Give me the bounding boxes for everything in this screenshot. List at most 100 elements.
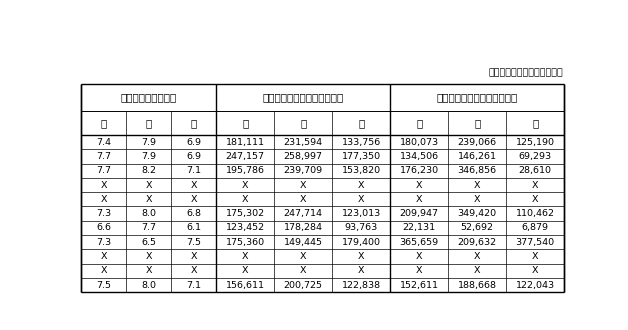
Text: 7.4: 7.4 [96, 138, 111, 147]
Text: 計: 計 [242, 118, 249, 128]
Text: 7.7: 7.7 [96, 152, 111, 161]
Text: 188,668: 188,668 [458, 281, 497, 290]
Text: X: X [100, 266, 107, 276]
Text: 176,230: 176,230 [399, 166, 439, 175]
Text: X: X [190, 252, 197, 261]
Text: 346,856: 346,856 [458, 166, 497, 175]
Text: X: X [100, 181, 107, 189]
Text: 181,111: 181,111 [225, 138, 265, 147]
Text: 239,066: 239,066 [458, 138, 497, 147]
Text: 女: 女 [358, 118, 364, 128]
Text: 149,445: 149,445 [284, 238, 323, 247]
Text: 156,611: 156,611 [225, 281, 265, 290]
Text: X: X [145, 195, 152, 204]
Text: 7.7: 7.7 [96, 166, 111, 175]
Text: 247,157: 247,157 [225, 152, 265, 161]
Text: 133,756: 133,756 [342, 138, 381, 147]
Text: X: X [474, 181, 480, 189]
Text: 女: 女 [532, 118, 538, 128]
Text: 152,611: 152,611 [400, 281, 439, 290]
Text: 258,997: 258,997 [284, 152, 323, 161]
Text: 377,540: 377,540 [516, 238, 555, 247]
Text: 7.3: 7.3 [96, 238, 111, 247]
Text: X: X [300, 252, 306, 261]
Text: 7.9: 7.9 [141, 138, 156, 147]
Text: 195,786: 195,786 [225, 166, 265, 175]
Text: 8.0: 8.0 [141, 281, 156, 290]
Text: X: X [100, 195, 107, 204]
Text: 52,692: 52,692 [461, 223, 494, 232]
Text: 247,714: 247,714 [284, 209, 323, 218]
Text: X: X [474, 266, 480, 276]
Text: X: X [300, 195, 306, 204]
Text: 7.5: 7.5 [96, 281, 111, 290]
Text: 6.9: 6.9 [186, 138, 201, 147]
Text: 125,190: 125,190 [516, 138, 555, 147]
Text: 計: 計 [100, 118, 107, 128]
Text: X: X [358, 195, 364, 204]
Text: X: X [242, 181, 249, 189]
Text: X: X [100, 252, 107, 261]
Text: 239,709: 239,709 [284, 166, 323, 175]
Text: X: X [145, 181, 152, 189]
Text: 200,725: 200,725 [284, 281, 323, 290]
Text: 178,284: 178,284 [284, 223, 323, 232]
Text: 122,838: 122,838 [342, 281, 381, 290]
Text: X: X [416, 195, 423, 204]
Text: 6.8: 6.8 [186, 209, 201, 218]
Text: X: X [358, 181, 364, 189]
Text: 123,452: 123,452 [225, 223, 265, 232]
Text: 7.3: 7.3 [96, 209, 111, 218]
Text: X: X [145, 252, 152, 261]
Text: X: X [532, 195, 538, 204]
Text: X: X [416, 266, 423, 276]
Text: X: X [190, 181, 197, 189]
Text: X: X [474, 252, 480, 261]
Text: 7.7: 7.7 [141, 223, 156, 232]
Text: 175,302: 175,302 [225, 209, 265, 218]
Text: X: X [358, 266, 364, 276]
Text: 177,350: 177,350 [342, 152, 381, 161]
Text: 365,659: 365,659 [399, 238, 439, 247]
Text: 7.1: 7.1 [186, 166, 201, 175]
Text: 22,131: 22,131 [403, 223, 436, 232]
Text: 6.1: 6.1 [186, 223, 201, 232]
Text: 7.5: 7.5 [186, 238, 201, 247]
Text: 6.9: 6.9 [186, 152, 201, 161]
Text: X: X [416, 252, 423, 261]
Text: 男: 男 [146, 118, 152, 128]
Text: X: X [416, 181, 423, 189]
Text: 7.9: 7.9 [141, 152, 156, 161]
Text: 93,763: 93,763 [345, 223, 378, 232]
Text: 男: 男 [300, 118, 306, 128]
Text: 180,073: 180,073 [399, 138, 439, 147]
Text: 153,820: 153,820 [342, 166, 381, 175]
Text: 146,261: 146,261 [458, 152, 497, 161]
Text: X: X [358, 252, 364, 261]
Text: 179,400: 179,400 [342, 238, 381, 247]
Text: 123,013: 123,013 [342, 209, 381, 218]
Text: （単位：人，日，時間，円）: （単位：人，日，時間，円） [489, 69, 563, 78]
Text: 349,420: 349,420 [458, 209, 497, 218]
Text: X: X [532, 252, 538, 261]
Text: 計: 計 [416, 118, 423, 128]
Text: 28,610: 28,610 [519, 166, 552, 175]
Text: 男: 男 [474, 118, 480, 128]
Text: 69,293: 69,293 [519, 152, 552, 161]
Text: X: X [190, 195, 197, 204]
Text: 8.0: 8.0 [141, 209, 156, 218]
Text: 231,594: 231,594 [284, 138, 323, 147]
Text: 110,462: 110,462 [516, 209, 555, 218]
Text: 女: 女 [190, 118, 197, 128]
Text: X: X [532, 266, 538, 276]
Text: 175,360: 175,360 [225, 238, 265, 247]
Text: X: X [242, 252, 249, 261]
Text: X: X [300, 181, 306, 189]
Text: X: X [190, 266, 197, 276]
Text: 6.5: 6.5 [141, 238, 156, 247]
Text: 6.6: 6.6 [96, 223, 111, 232]
Text: 122,043: 122,043 [516, 281, 555, 290]
Text: X: X [145, 266, 152, 276]
Text: X: X [300, 266, 306, 276]
Text: きまって支給する現金給与額: きまって支給する現金給与額 [263, 92, 344, 102]
